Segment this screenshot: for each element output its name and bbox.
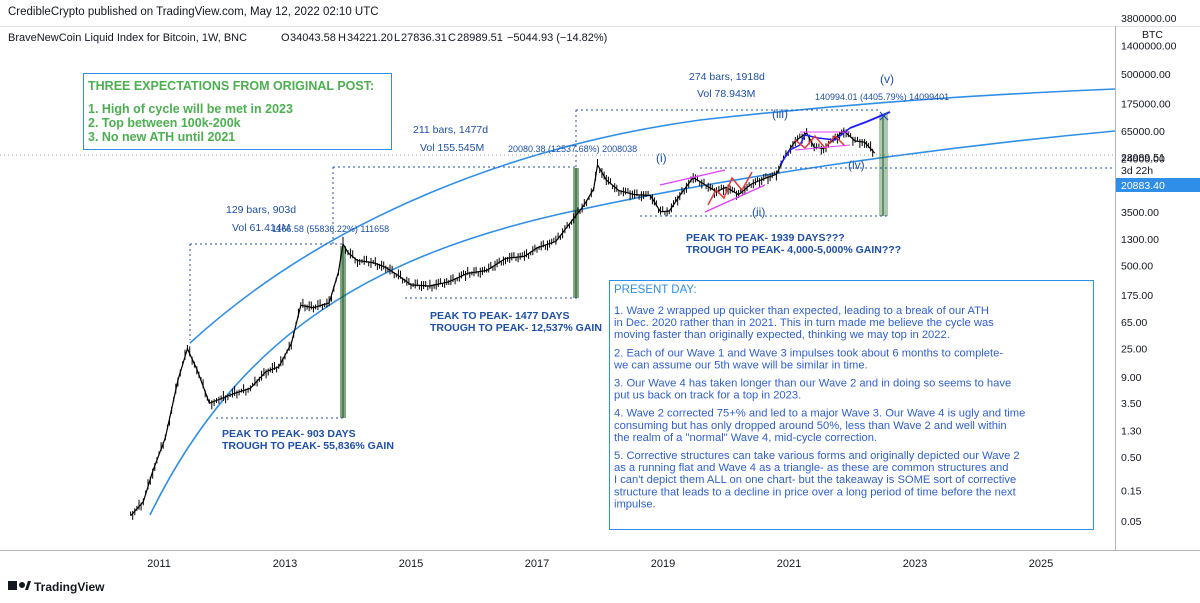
y-tick-label: 0.50: [1121, 452, 1142, 464]
countdown-tag: 3d 22h: [1121, 165, 1153, 177]
y-tick-label: 1300.00: [1121, 234, 1159, 246]
y-tick-label: 500000.00: [1121, 69, 1171, 81]
ohlc-l-label: L: [394, 32, 400, 44]
ohlc-o-value: 34043.58: [290, 32, 336, 44]
ohlc-o-label: O: [281, 32, 290, 44]
symbol-name: BraveNewCoin Liquid Index for Bitcoin, 1…: [8, 32, 247, 44]
upper-curve[interactable]: [189, 88, 1116, 344]
present-day-title: PRESENT DAY:: [614, 284, 697, 296]
y-tick-label: 65000.00: [1121, 126, 1165, 138]
y-tick-label: 0.15: [1121, 486, 1142, 498]
y-tick-label: 500.00: [1121, 261, 1153, 273]
present-day-line: 5. Corrective structures can take variou…: [614, 450, 1020, 462]
tradingview-logo[interactable]: TradingView: [8, 580, 105, 594]
y-tick-label: 65.00: [1121, 317, 1147, 329]
cycle2-range: 20080.38 (12537.68%) 2008038: [508, 144, 637, 154]
peak-notes: PEAK TO PEAK- 903 DAYS TROUGH TO PEAK- 5…: [222, 232, 901, 452]
present-day-line: structure that leads to a decline in pri…: [614, 486, 1017, 498]
cycle1-vol: Vol 61.414M: [232, 222, 290, 234]
present-day-line: impulse.: [614, 498, 656, 510]
axis-unit: BTC: [1142, 29, 1163, 41]
present-day-line: 2. Each of our Wave 1 and Wave 3 impulse…: [614, 347, 1003, 359]
x-tick-label: 2019: [651, 558, 675, 570]
p2p-903-line2: TROUGH TO PEAK- 55,836% GAIN: [222, 440, 394, 452]
time-axis[interactable]: 2011 2013 2015 2017 2019 2021 2023 2025: [147, 558, 1053, 570]
ohlc-change: −5044.93 (−14.82%): [507, 32, 607, 44]
present-day-box[interactable]: PRESENT DAY: 1. Wave 2 wrapped up quicke…: [609, 280, 1094, 530]
y-tick-label: 1.30: [1121, 426, 1142, 438]
wave-label-v: (v): [880, 72, 894, 86]
present-day-line: moving faster than originally expected, …: [614, 329, 950, 341]
y-tick-label: 175.00: [1121, 290, 1153, 302]
tradingview-brand: TradingView: [34, 580, 105, 594]
present-day-line: the realm of a "normal" Wave 4, mid-cycl…: [614, 432, 877, 444]
measure-labels: 129 bars, 903d Vol 61.414M 1166.58 (5583…: [226, 71, 949, 234]
y-tick-label: 3.50: [1121, 398, 1142, 410]
present-day-line: 1. Wave 2 wrapped up quicker than expect…: [614, 305, 989, 317]
expectation-3: 3. No new ATH until 2021: [88, 130, 235, 144]
present-day-line: consuming but has only dropped around 50…: [614, 420, 1007, 432]
cycle2-vol: Vol 155.545M: [420, 142, 484, 154]
ohlc-l-value: 27836.31: [401, 32, 447, 44]
x-tick-label: 2025: [1029, 558, 1053, 570]
publisher-header: CredibleCrypto published on TradingView.…: [0, 0, 1200, 26]
cycle3-range: 140994.01 (4405.79%) 14099401: [815, 92, 949, 102]
expectations-title: THREE EXPECTATIONS FROM ORIGINAL POST:: [88, 79, 374, 93]
present-day-line: 4. Wave 2 corrected 75+% and led to a ma…: [614, 408, 1025, 420]
lower-curve[interactable]: [149, 130, 1116, 516]
expectation-2: 2. Top between 100k-200k: [88, 116, 241, 130]
ohlc-c-label: C: [448, 32, 456, 44]
x-tick-label: 2015: [399, 558, 423, 570]
cycle3-vol: Vol 78.943M: [697, 88, 755, 100]
x-tick-label: 2017: [525, 558, 549, 570]
symbol-bar: BraveNewCoin Liquid Index for Bitcoin, 1…: [8, 32, 607, 44]
present-day-line: 3. Our Wave 4 has taken longer than our …: [614, 378, 1011, 390]
wave-label-iv: (iv): [848, 158, 865, 172]
p2p-1939-line1: PEAK TO PEAK- 1939 DAYS???: [686, 232, 845, 244]
expectation-1: 1. High of cycle will be met in 2023: [88, 102, 293, 116]
x-tick-label: 2023: [903, 558, 927, 570]
cycle1-range: 1166.58 (55836.22%) 111658: [272, 224, 389, 234]
price-axis[interactable]: BTC 3800000.00 1400000.00 500000.00 175000.0…: [1121, 13, 1177, 528]
publisher-text: CredibleCrypto published on TradingView.…: [8, 6, 379, 18]
x-tick-label: 2011: [147, 558, 171, 570]
cycle3-bars: 274 bars, 1918d: [689, 71, 765, 83]
y-tick-label: 175000.00: [1121, 98, 1171, 110]
y-tick-label: 0.05: [1121, 516, 1142, 528]
present-day-line: put us back on track for a top in 2023.: [614, 390, 801, 402]
present-day-line: as a running flat and Wave 4 as a triang…: [614, 462, 1008, 474]
wave-label-ii: (ii): [752, 205, 765, 219]
level-price-tag: 20883.40: [1121, 180, 1165, 192]
wave-drawings: [659, 111, 891, 213]
y-tick-label: 9.00: [1121, 372, 1142, 384]
cycle1-bars: 129 bars, 903d: [226, 204, 296, 216]
measure-guides: [0, 109, 1115, 419]
last-price-tag: 28989.51: [1121, 152, 1165, 164]
p2p-1477-line2: TROUGH TO PEAK- 12,537% GAIN: [430, 322, 602, 334]
wave-label-iii: (iii): [772, 107, 788, 121]
y-tick-label: 25.00: [1121, 344, 1147, 356]
p2p-1939-line2: TROUGH TO PEAK- 4,000-5,000% GAIN???: [686, 244, 901, 256]
y-tick-label: 3800000.00: [1121, 13, 1177, 25]
expectations-box[interactable]: THREE EXPECTATIONS FROM ORIGINAL POST: 1…: [83, 73, 392, 150]
wave-label-i: (i): [656, 151, 667, 165]
ohlc-h-value: 34221.20: [347, 32, 393, 44]
y-tick-label: 1400000.00: [1121, 41, 1177, 53]
x-tick-label: 2021: [777, 558, 801, 570]
price-series[interactable]: [130, 127, 876, 520]
present-day-line: we can assume our 5th wave will be simil…: [613, 359, 868, 371]
y-tick-label: 24000.00: [1121, 153, 1165, 165]
cycle2-bars: 211 bars, 1477d: [413, 124, 488, 136]
ohlc-h-label: H: [338, 32, 346, 44]
p2p-903-line1: PEAK TO PEAK- 903 DAYS: [222, 428, 356, 440]
present-day-line: I can't depict them ALL on one chart- bu…: [614, 474, 1016, 486]
present-day-line: in Dec. 2020 rather than in 2021. This i…: [614, 317, 994, 329]
p2p-1477-line1: PEAK TO PEAK- 1477 DAYS: [430, 310, 569, 322]
ohlc-c-value: 28989.51: [457, 32, 503, 44]
x-tick-label: 2013: [273, 558, 297, 570]
price-tags: 28989.51 3d 22h 20883.40: [1116, 152, 1200, 192]
y-tick-label: 3500.00: [1121, 207, 1159, 219]
